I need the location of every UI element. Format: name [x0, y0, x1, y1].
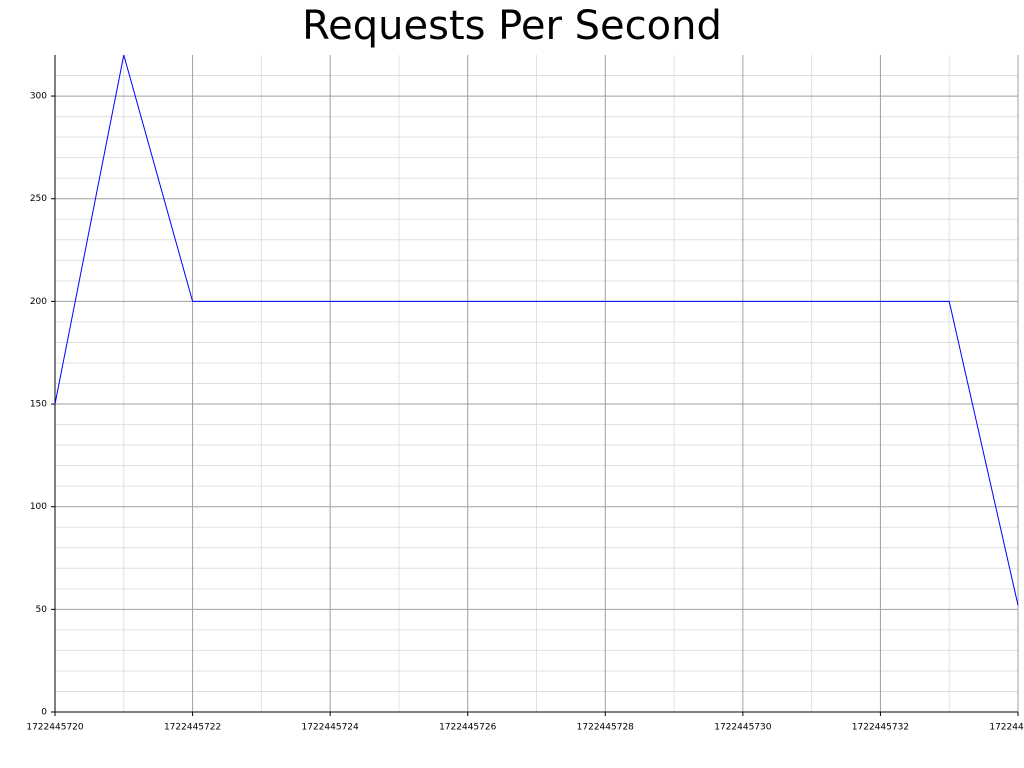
x-tick-label: 1722445720: [26, 723, 84, 733]
x-tick-label: 1722445728: [577, 723, 635, 733]
y-tick-label: 150: [30, 400, 47, 410]
line-series: [54, 54, 1019, 606]
x-tick-label: 1722445730: [714, 723, 772, 733]
y-tick-label: 200: [30, 297, 47, 307]
y-tick-label: 250: [30, 194, 47, 204]
chart-title: Requests Per Second: [302, 3, 722, 49]
y-tick-label: 50: [36, 605, 48, 615]
y-tick-label: 300: [30, 92, 47, 102]
y-tick-label: 0: [41, 708, 47, 718]
x-tick-label: 1722445722: [164, 723, 221, 733]
x-tick-label: 1722445724: [302, 723, 360, 733]
x-tick-label: 1722445734: [989, 723, 1024, 733]
y-tick-label: 100: [30, 502, 47, 512]
x-tick-label: 1722445732: [852, 723, 909, 733]
x-tick-label: 1722445726: [439, 723, 497, 733]
